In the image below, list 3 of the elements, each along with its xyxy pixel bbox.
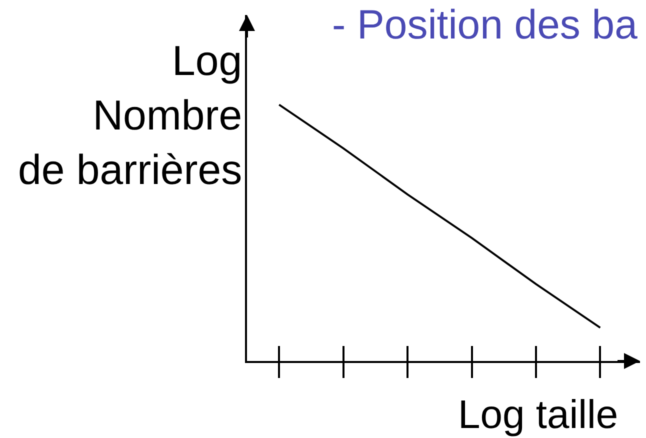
- y-axis-title: Log Nombre de barrières: [18, 37, 242, 194]
- x-axis-title: Log taille: [458, 393, 618, 437]
- chart-title: - Position des ba: [332, 2, 638, 48]
